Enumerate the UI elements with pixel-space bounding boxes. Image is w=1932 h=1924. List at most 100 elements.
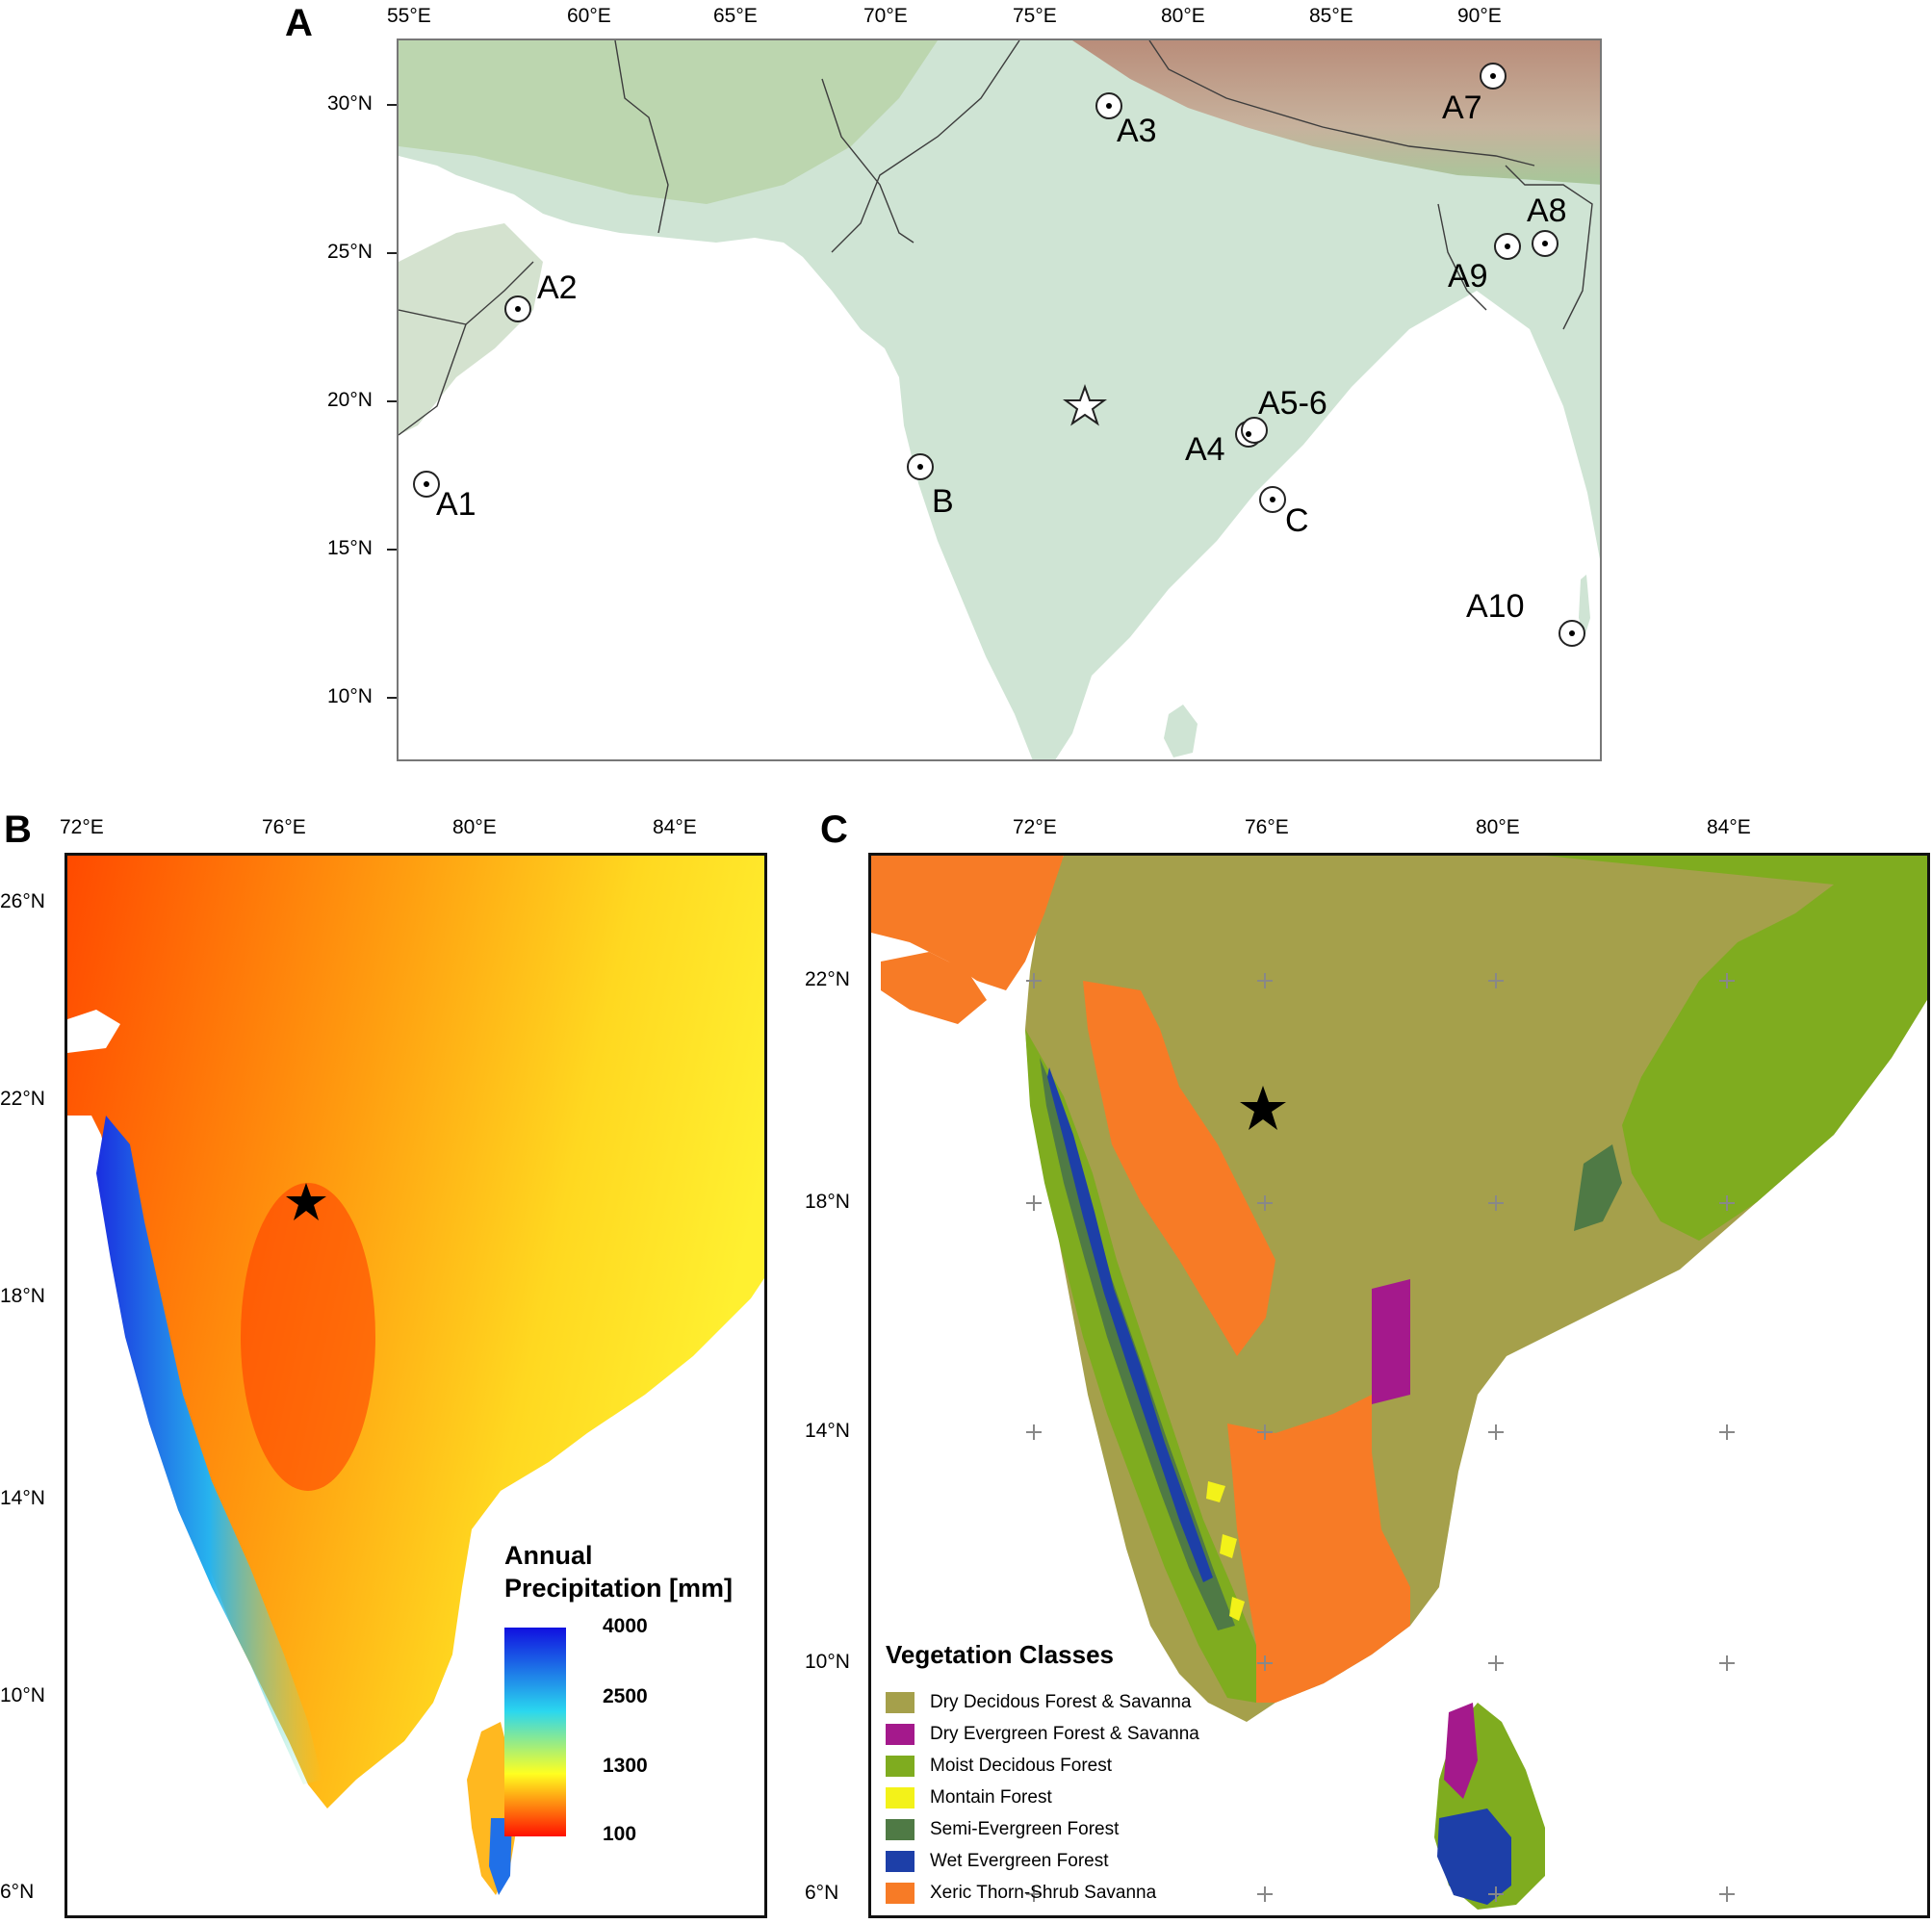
legend-item: Dry Decidous Forest & Savanna xyxy=(886,1686,1199,1718)
semi-evergreen-east xyxy=(1574,1144,1622,1231)
legend-label: Semi-Evergreen Forest xyxy=(930,1818,1120,1839)
lat-label: 20°N xyxy=(327,389,373,411)
sri-lanka-wet-evergreen xyxy=(1437,1809,1511,1905)
sri-lanka-land xyxy=(1164,705,1198,757)
precip-legend-title-line2: Precipitation [mm] xyxy=(504,1574,734,1603)
panel-b-label: B xyxy=(4,808,32,851)
lon-label: 72°E xyxy=(60,816,104,838)
legend-item: Dry Evergreen Forest & Savanna xyxy=(886,1718,1199,1750)
andaman-islands xyxy=(1579,575,1590,637)
site-label-a10: A10 xyxy=(1466,588,1525,625)
oman-land xyxy=(399,223,543,435)
lat-label: 30°N xyxy=(327,92,373,115)
tick-mark xyxy=(387,549,397,551)
legend-swatch xyxy=(886,1786,914,1809)
legend-swatch xyxy=(886,1882,914,1904)
legend-item: Semi-Evergreen Forest xyxy=(886,1813,1199,1845)
lon-label: 70°E xyxy=(863,5,908,27)
lat-label: 6°N xyxy=(805,1882,839,1904)
lon-label: 80°E xyxy=(452,816,497,838)
panel-a-sites xyxy=(413,63,1585,647)
precip-legend-title-line1: Annual xyxy=(504,1541,593,1570)
panel-a-map xyxy=(397,38,1602,761)
lat-label: 14°N xyxy=(805,1420,850,1442)
legend-swatch xyxy=(886,1723,914,1745)
lat-label: 10°N xyxy=(805,1651,850,1673)
panel-c-vegetation-map xyxy=(871,856,1927,1910)
indian-subcontinent-land xyxy=(399,40,1600,759)
xeric-gujarat xyxy=(871,856,1064,990)
lon-label: 84°E xyxy=(1707,816,1751,838)
lat-label: 18°N xyxy=(0,1285,45,1307)
legend-label: Wet Evergreen Forest xyxy=(930,1850,1109,1871)
lat-label: 25°N xyxy=(327,241,373,263)
legend-label: Montain Forest xyxy=(930,1786,1052,1808)
lon-label: 75°E xyxy=(1013,5,1057,27)
legend-label: Xeric Thorn-Shrub Savanna xyxy=(930,1882,1157,1903)
iran-pakistan-highlands xyxy=(399,40,938,204)
himalaya-tibet xyxy=(1072,40,1600,185)
site-label-a1: A1 xyxy=(436,486,477,523)
colorbar-tick: 4000 xyxy=(603,1615,648,1637)
panel-b-map xyxy=(64,853,767,1918)
lat-label: 10°N xyxy=(0,1684,45,1706)
dry-evergreen-coast xyxy=(1372,1279,1410,1404)
lat-label: 10°N xyxy=(327,685,373,707)
precip-colorbar xyxy=(504,1628,566,1836)
lon-label: 55°E xyxy=(387,5,431,27)
xeric-tamilnadu xyxy=(1227,1395,1410,1703)
site-label-c: C xyxy=(1285,502,1309,539)
lon-label: 72°E xyxy=(1013,816,1057,838)
site-label-a3: A3 xyxy=(1117,113,1157,149)
lon-label: 80°E xyxy=(1476,816,1520,838)
lon-label: 60°E xyxy=(567,5,611,27)
gulf-of-kutch-sea xyxy=(67,1010,120,1053)
montane-forest-patch xyxy=(1206,1481,1225,1502)
montane-forest-patch xyxy=(1229,1597,1245,1621)
legend-item: Wet Evergreen Forest xyxy=(886,1845,1199,1877)
lat-label: 22°N xyxy=(805,968,850,990)
panel-a-label: A xyxy=(285,2,313,44)
moist-deciduous-east xyxy=(1545,856,1927,1241)
sri-lanka-dry-evergreen xyxy=(1444,1703,1478,1799)
panel-c-study-star-icon xyxy=(1240,1086,1286,1130)
tick-mark xyxy=(387,252,397,254)
montane-forest-patch xyxy=(1220,1534,1237,1558)
site-label-a8: A8 xyxy=(1527,192,1567,229)
site-label-a9: A9 xyxy=(1448,258,1488,295)
site-label-a4: A4 xyxy=(1185,431,1225,468)
study-site-star-icon xyxy=(1063,384,1107,426)
lon-label: 76°E xyxy=(262,816,306,838)
legend-label: Dry Decidous Forest & Savanna xyxy=(930,1691,1192,1712)
lon-label: 90°E xyxy=(1457,5,1502,27)
panel-c-map xyxy=(868,853,1930,1918)
vegetation-legend-title: Vegetation Classes xyxy=(886,1640,1114,1669)
legend-label: Dry Evergreen Forest & Savanna xyxy=(930,1723,1199,1744)
lat-label: 6°N xyxy=(0,1881,35,1903)
sri-lanka-wet-zone xyxy=(489,1818,512,1895)
legend-swatch xyxy=(886,1755,914,1777)
site-label-a5-6: A5-6 xyxy=(1258,385,1327,422)
precip-legend-title: Annual Precipitation [mm] xyxy=(504,1539,733,1604)
lon-label: 76°E xyxy=(1245,816,1289,838)
xeric-saurashtra xyxy=(881,952,987,1024)
panel-c-label: C xyxy=(820,808,848,851)
legend-swatch xyxy=(886,1850,914,1872)
country-borders xyxy=(399,40,1593,436)
lon-label: 65°E xyxy=(713,5,758,27)
panel-b-study-star-icon xyxy=(286,1183,326,1220)
lon-label: 85°E xyxy=(1309,5,1353,27)
lat-label: 15°N xyxy=(327,537,373,559)
site-label-a7: A7 xyxy=(1442,90,1482,126)
lon-label: 84°E xyxy=(653,816,697,838)
lon-label: 80°E xyxy=(1161,5,1205,27)
legend-item: Moist Decidous Forest xyxy=(886,1750,1199,1782)
deccan-dry-zone xyxy=(241,1183,375,1491)
legend-item: Xeric Thorn-Shrub Savanna xyxy=(886,1877,1199,1909)
tick-mark xyxy=(387,400,397,402)
legend-item: Montain Forest xyxy=(886,1782,1199,1813)
vegetation-legend: Dry Decidous Forest & Savanna Dry Evergr… xyxy=(886,1686,1199,1909)
colorbar-tick: 100 xyxy=(603,1823,637,1845)
legend-swatch xyxy=(886,1691,914,1713)
